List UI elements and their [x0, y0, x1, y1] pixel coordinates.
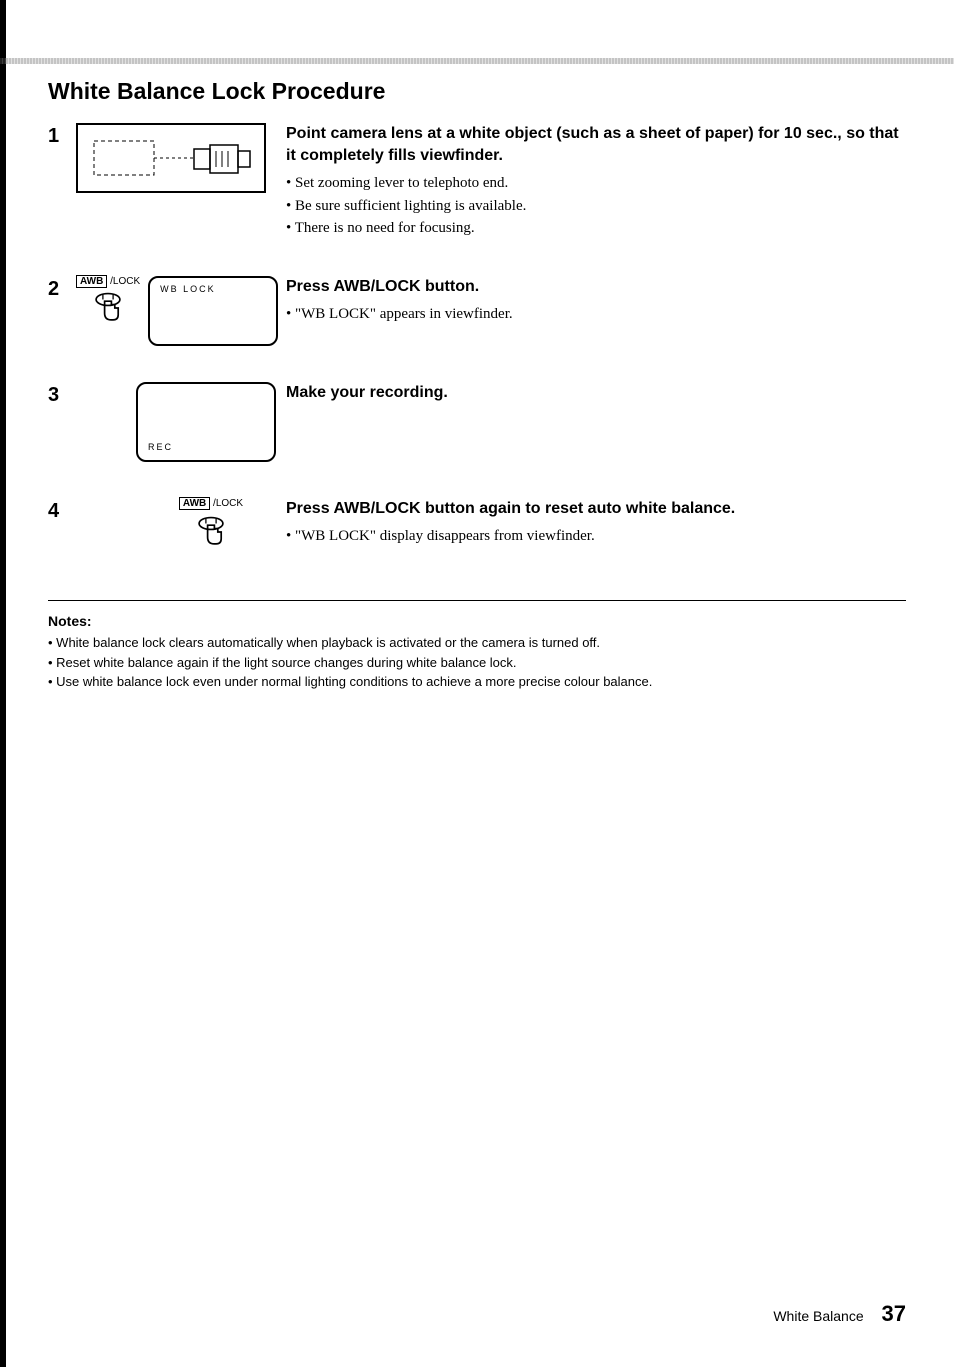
step-body: Point camera lens at a white object (suc… [286, 123, 906, 240]
note-item: Reset white balance again if the light s… [48, 653, 906, 673]
viewfinder-lock-icon: WB LOCK [148, 276, 278, 346]
step-heading: Press AWB/LOCK button again to reset aut… [286, 498, 906, 520]
note-item: Use white balance lock even under normal… [48, 672, 906, 692]
scan-left-edge [0, 0, 6, 1367]
step-4: 4 AWB /LOCK Press AWB/LOCK button again … [48, 498, 906, 552]
step-body: Press AWB/LOCK button. "WB LOCK" appears… [286, 276, 906, 346]
footer-page-number: 37 [882, 1301, 906, 1326]
step-number: 2 [48, 276, 76, 346]
scan-noise-band [0, 58, 954, 64]
bullet-item: "WB LOCK" appears in viewfinder. [286, 303, 906, 326]
step-bullets: "WB LOCK" display disappears from viewfi… [286, 525, 906, 548]
page-footer: White Balance 37 [773, 1301, 906, 1327]
press-hand-icon [91, 291, 125, 328]
step-illustration: AWB /LOCK WB LOCK [76, 276, 286, 346]
step-illustration [76, 123, 286, 240]
awb-lock-label: AWB /LOCK [179, 498, 243, 509]
step-1: 1 Point camera lens at a white object (s… [48, 123, 906, 240]
step-number: 3 [48, 382, 76, 462]
step-heading: Point camera lens at a white object (suc… [286, 123, 906, 166]
bullet-item: Be sure sufficient lighting is available… [286, 195, 906, 218]
bullet-item: "WB LOCK" display disappears from viewfi… [286, 525, 906, 548]
viewfinder-rec-icon: REC [136, 382, 276, 462]
page-content: White Balance Lock Procedure 1 Point cam… [0, 0, 954, 692]
step-heading: Make your recording. [286, 382, 906, 404]
press-hand-icon [194, 515, 228, 552]
step-heading: Press AWB/LOCK button. [286, 276, 906, 298]
step-body: Press AWB/LOCK button again to reset aut… [286, 498, 906, 552]
camera-pointing-icon [76, 123, 266, 193]
step-2: 2 AWB /LOCK [48, 276, 906, 346]
notes-rule [48, 600, 906, 601]
step-illustration: AWB /LOCK [76, 498, 286, 552]
bullet-item: There is no need for focusing. [286, 217, 906, 240]
awb-lock-label: AWB /LOCK [76, 276, 140, 287]
step-body: Make your recording. [286, 382, 906, 462]
step-illustration: REC [76, 382, 286, 462]
footer-section: White Balance [773, 1308, 863, 1324]
note-item: White balance lock clears automatically … [48, 633, 906, 653]
page-title: White Balance Lock Procedure [48, 78, 906, 105]
notes-heading: Notes: [48, 613, 906, 629]
notes-list: White balance lock clears automatically … [48, 633, 906, 692]
step-bullets: "WB LOCK" appears in viewfinder. [286, 303, 906, 326]
step-number: 4 [48, 498, 76, 552]
bullet-item: Set zooming lever to telephoto end. [286, 172, 906, 195]
step-number: 1 [48, 123, 76, 240]
step-3: 3 REC Make your recording. [48, 382, 906, 462]
step-bullets: Set zooming lever to telephoto end. Be s… [286, 172, 906, 240]
